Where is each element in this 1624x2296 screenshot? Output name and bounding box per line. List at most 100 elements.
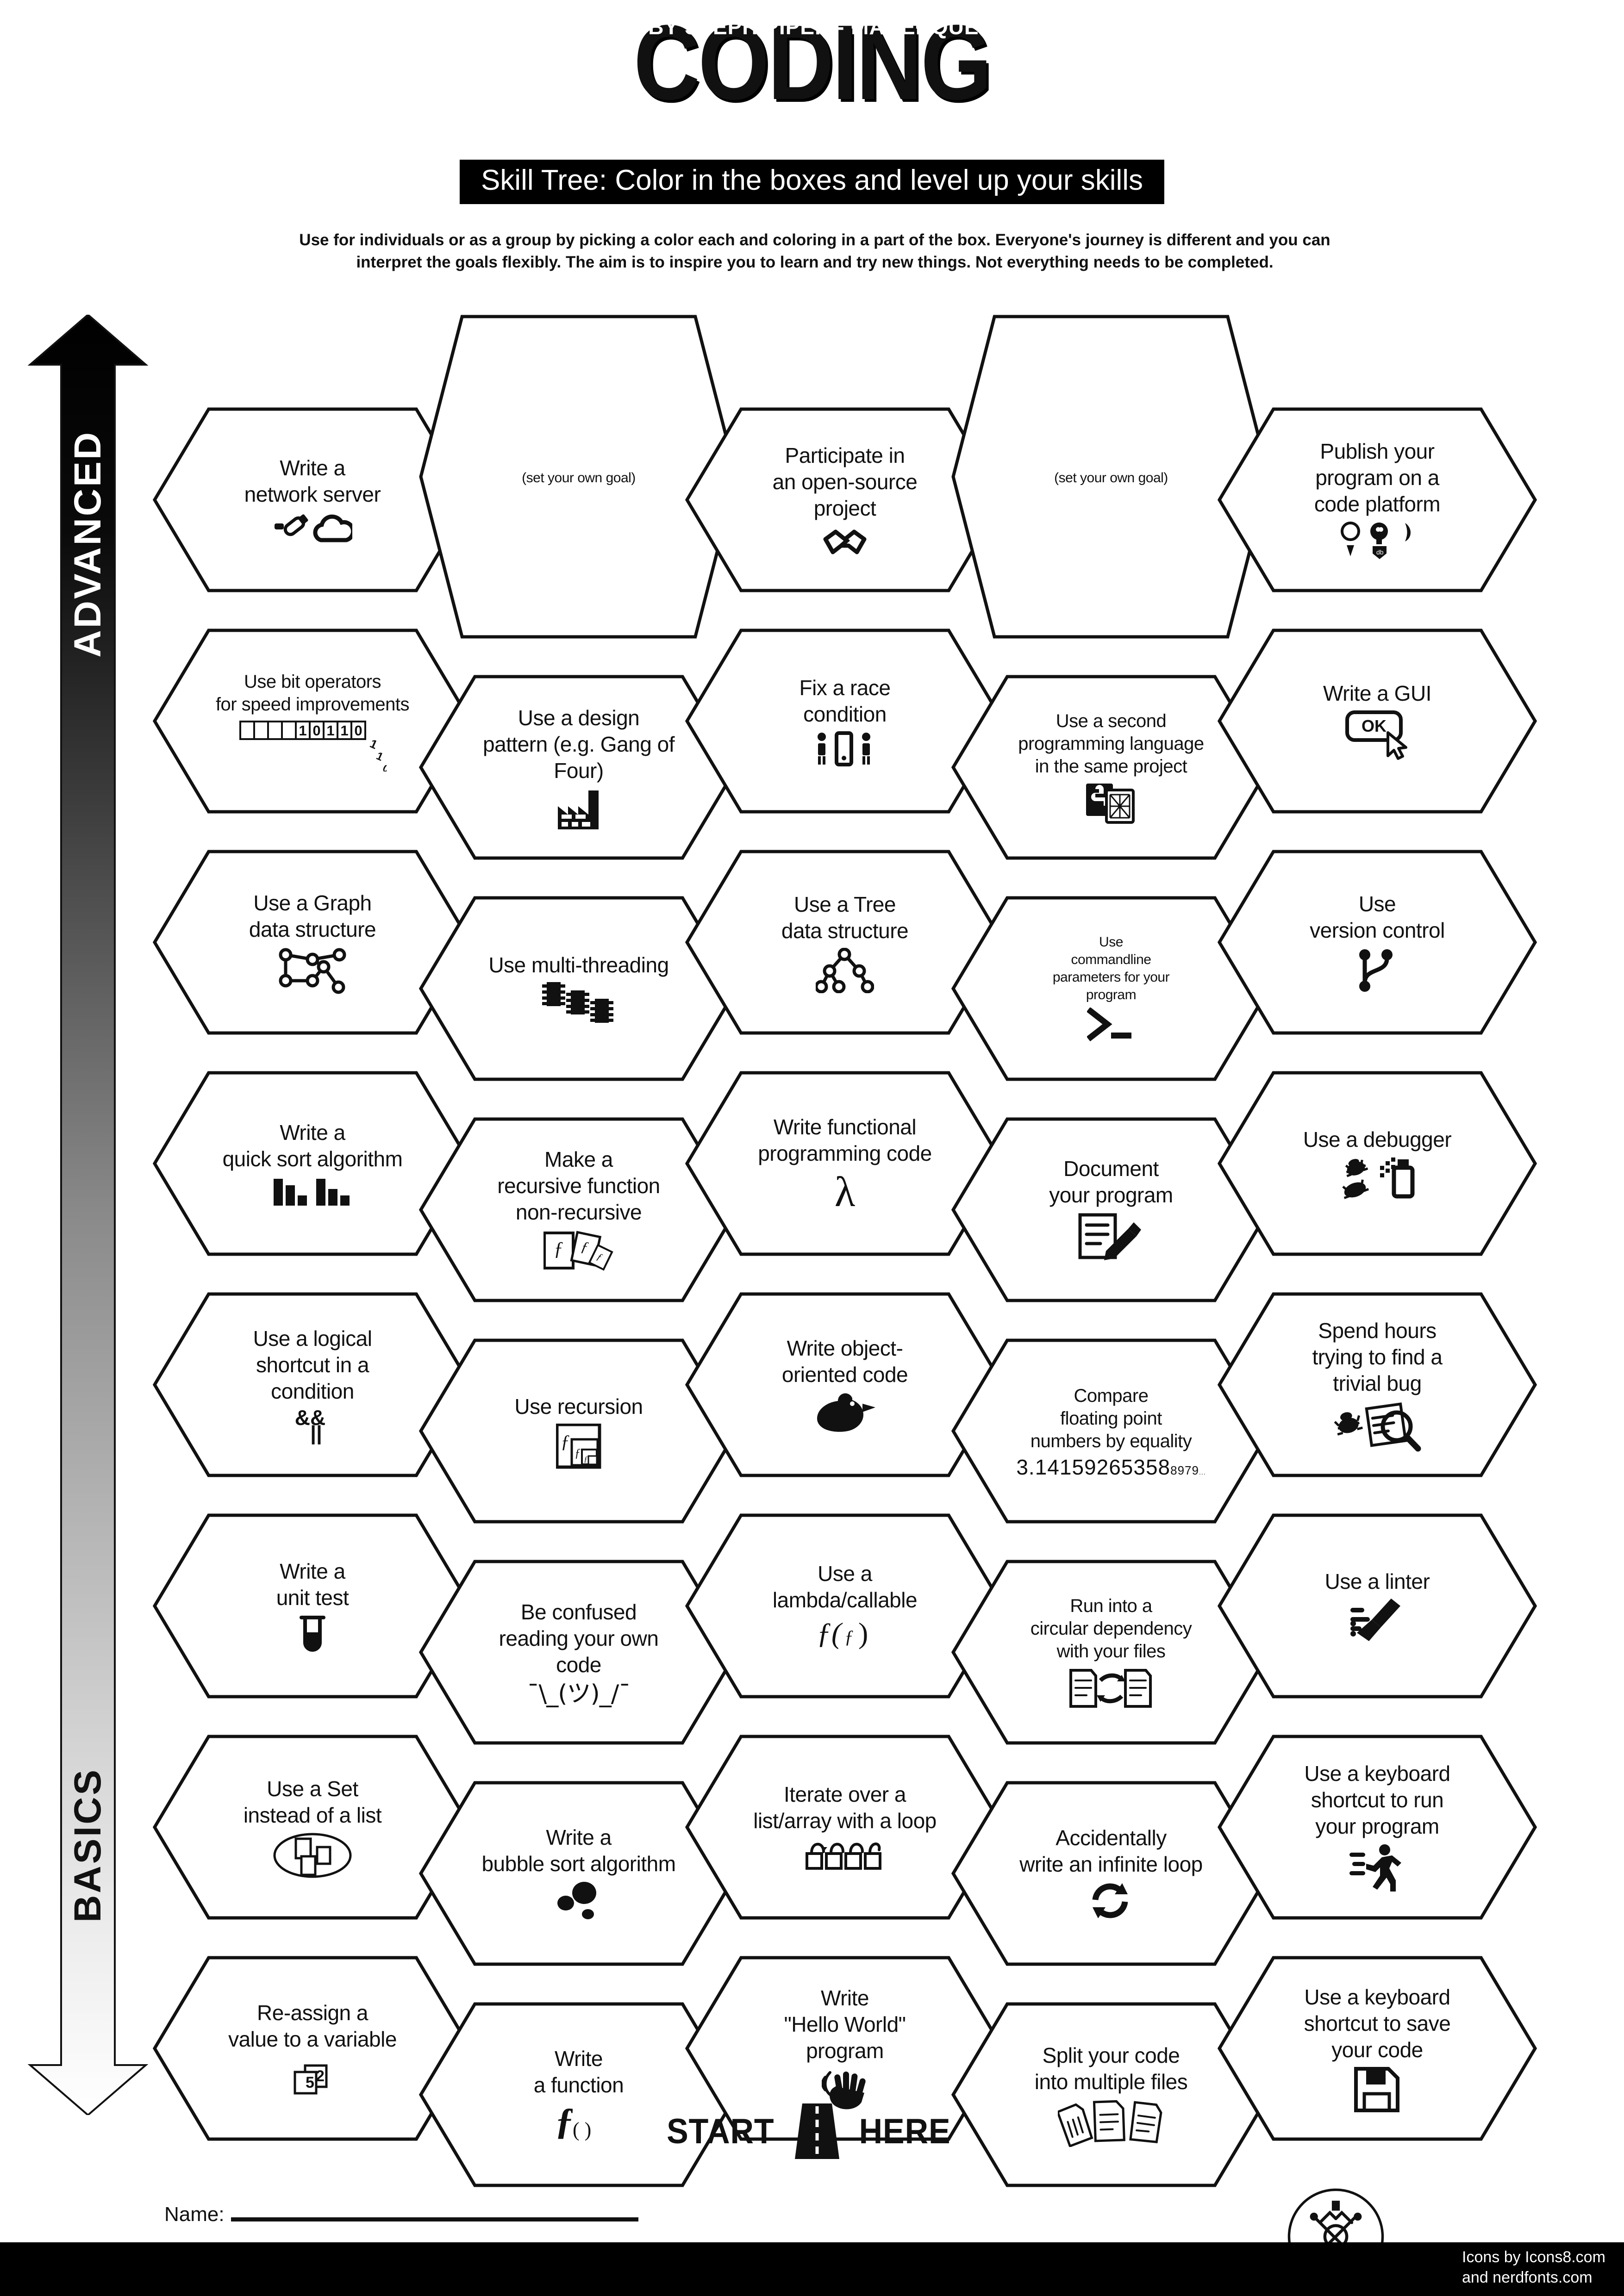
terminal-prompt-icon xyxy=(1087,1008,1135,1044)
skill-label: Write a network server xyxy=(244,456,381,506)
skill-hex[interactable]: Use version control xyxy=(1218,850,1537,1035)
git-branch-icon xyxy=(1356,947,1398,994)
skill-label: Be confused reading your own code xyxy=(499,1599,659,1677)
skill-hex[interactable]: (set your own goal) xyxy=(951,315,1271,639)
svg-text:ƒ: ƒ xyxy=(844,1626,854,1647)
skill-label: Use a lambda/callable xyxy=(772,1562,918,1612)
here-word: HERE xyxy=(859,2111,951,2151)
skill-hex[interactable]: Write a function ƒ( ) xyxy=(419,2002,738,2187)
skill-hex[interactable]: Use a design pattern (e.g. Gang of Four) xyxy=(419,675,738,860)
skill-label: Use a keyboard shortcut to run your progra… xyxy=(1304,1761,1450,1838)
svg-text:ƒ: ƒ xyxy=(575,1446,581,1460)
page-header: CODING Skill Tree: Color in the boxes an… xyxy=(0,0,1624,296)
skill-hex[interactable]: Iterate over a list/array with a loop xyxy=(685,1735,1005,1920)
skill-hex[interactable]: Use a Tree data structure xyxy=(685,850,1005,1035)
icon-credit: Icons by Icons8.com and nerdfonts.com xyxy=(1309,2247,1605,2288)
skill-hex[interactable]: Use multi-threading xyxy=(419,896,738,1081)
skill-hex[interactable]: Document your program xyxy=(951,1117,1271,1302)
skill-label: Run into a circular dependency with your f… xyxy=(1030,1595,1192,1661)
skill-label: Write functional programming code xyxy=(758,1115,932,1165)
logical-operators-icon: && || xyxy=(289,1408,336,1444)
skill-hex[interactable]: Compare floating point numbers by equality… xyxy=(951,1338,1271,1524)
skill-label: Use a keyboard shortcut to save your code xyxy=(1304,1985,1451,2062)
skill-hex[interactable]: Use a linter xyxy=(1218,1513,1537,1699)
skill-label: Use a second programming language in the s… xyxy=(1018,710,1204,777)
road-icon xyxy=(794,2103,839,2159)
skill-hex[interactable]: Write functional programming code λ xyxy=(685,1071,1005,1256)
name-input-line[interactable] xyxy=(231,2217,638,2221)
bubbles-icon xyxy=(556,1881,602,1923)
refresh-loop-icon xyxy=(1090,1881,1132,1922)
arrow-shape xyxy=(28,315,148,2115)
graph-nodes-icon xyxy=(277,946,348,995)
skill-hex[interactable]: Write a bubble sort algorithm xyxy=(419,1781,738,1966)
bug-spray-icon xyxy=(1337,1157,1417,1201)
skill-label: Use bit operators for speed improvements xyxy=(215,672,410,715)
skill-label: Use recursion xyxy=(514,1394,643,1419)
skill-hex[interactable]: Use a Graph data structure xyxy=(153,850,472,1035)
skill-label: Compare floating point numbers by equality xyxy=(1030,1385,1192,1451)
set-circle-icon xyxy=(273,1832,352,1879)
svg-text:ƒ: ƒ xyxy=(561,1431,570,1452)
network-cloud-icon xyxy=(273,511,352,545)
skill-label: Write a unit test xyxy=(276,1559,349,1610)
subtitle-banner: Skill Tree: Color in the boxes and level… xyxy=(459,160,1165,204)
multiple-files-icon xyxy=(1057,2099,1164,2147)
skill-hex[interactable]: Use a lambda/callable ƒ(ƒ) xyxy=(685,1513,1005,1699)
svg-text:OK: OK xyxy=(1362,716,1387,735)
skill-hex[interactable]: Write "Hello World" program xyxy=(685,1956,1005,2141)
skill-hex[interactable]: Use a Set instead of a list xyxy=(153,1735,472,1920)
skill-label: Use a Graph data structure xyxy=(249,891,376,941)
svg-text:1: 1 xyxy=(340,722,348,739)
skill-hex[interactable]: Write a network server xyxy=(153,407,472,592)
skill-hex[interactable]: Re-assign a value to a variable 5 2 xyxy=(153,1956,472,2141)
skill-hex[interactable]: Split your code into multiple files xyxy=(951,2002,1271,2187)
skill-hex[interactable]: Be confused reading your own code ¯\_(ツ)_/¯ xyxy=(419,1560,738,1745)
skill-hex[interactable]: Use a keyboard shortcut to save your code xyxy=(1218,1956,1537,2141)
intro-paragraph: Use for individuals or as a group by pic… xyxy=(299,231,1330,271)
skill-label: Write a function xyxy=(533,2047,624,2097)
document-pen-icon xyxy=(1078,1212,1144,1264)
running-person-icon xyxy=(1349,1843,1405,1894)
skill-hex[interactable]: Run into a circular dependency with your f… xyxy=(951,1560,1271,1745)
skill-hex[interactable]: Participate in an open-source project xyxy=(685,407,1005,592)
svg-text:1: 1 xyxy=(326,722,334,739)
skill-hex[interactable]: Spend hours trying to find a trivial bug xyxy=(1218,1292,1537,1477)
skill-hex[interactable]: Write a GUI OK xyxy=(1218,628,1537,814)
lambda-icon: λ xyxy=(834,1168,856,1215)
footer-credit: MADE BY STEPH PIPER - MAKERQUEEN AU xyxy=(577,15,1047,39)
skill-hex[interactable]: Make a recursive function non-recursive ƒ ƒ ƒ xyxy=(419,1117,738,1302)
skill-hex[interactable]: Use a debugger xyxy=(1218,1071,1537,1256)
skill-hex[interactable]: Use a keyboard shortcut to run your progra… xyxy=(1218,1735,1537,1920)
skill-label: Use a linter xyxy=(1324,1569,1430,1593)
name-field[interactable]: Name: xyxy=(164,2203,638,2226)
svg-text:ƒ: ƒ xyxy=(555,2102,574,2142)
skill-hex[interactable]: (set your own goal) xyxy=(419,315,738,639)
skill-label: Use commandline parameters for your program xyxy=(1052,934,1170,1002)
svg-text:ƒ: ƒ xyxy=(580,1238,590,1256)
skill-hex[interactable]: Write a quick sort algorithm xyxy=(153,1071,472,1256)
skill-hex[interactable]: Accidentally write an infinite loop xyxy=(951,1781,1271,1966)
skill-hex[interactable]: Use a second programming language in the s… xyxy=(951,675,1271,860)
bar-sort-icon xyxy=(273,1176,351,1207)
skill-hex[interactable]: Write object-oriented code xyxy=(685,1292,1005,1477)
skill-hex[interactable]: Use recursion ƒ ƒ ƒ xyxy=(419,1338,738,1524)
chips-icon xyxy=(542,982,615,1026)
skill-hex[interactable]: Publish your program on a code platform db xyxy=(1218,407,1537,592)
svg-text:( ): ( ) xyxy=(573,2118,591,2141)
skill-label: Write a GUI xyxy=(1323,681,1431,705)
skill-hex[interactable]: Write a unit test xyxy=(153,1513,472,1699)
code-platforms-icon: db xyxy=(1340,521,1414,562)
skill-hex[interactable]: Use a logical shortcut in a condition && || xyxy=(153,1292,472,1477)
start-word: START xyxy=(667,2111,775,2151)
shrug-icon: ¯\_(ツ)_/¯ xyxy=(527,1680,631,1708)
skill-hex[interactable]: Use commandline parameters for your program xyxy=(951,896,1271,1081)
test-tube-icon xyxy=(296,1615,329,1654)
start-here-legend: START HERE xyxy=(662,2103,955,2159)
skill-label: Re-assign a value to a variable xyxy=(228,2001,397,2051)
footer-bar xyxy=(0,2242,1624,2296)
skill-hex[interactable]: Fix a race condition xyxy=(685,628,1005,814)
skill-hex[interactable]: Use bit operators for speed improvements 1… xyxy=(153,628,472,814)
